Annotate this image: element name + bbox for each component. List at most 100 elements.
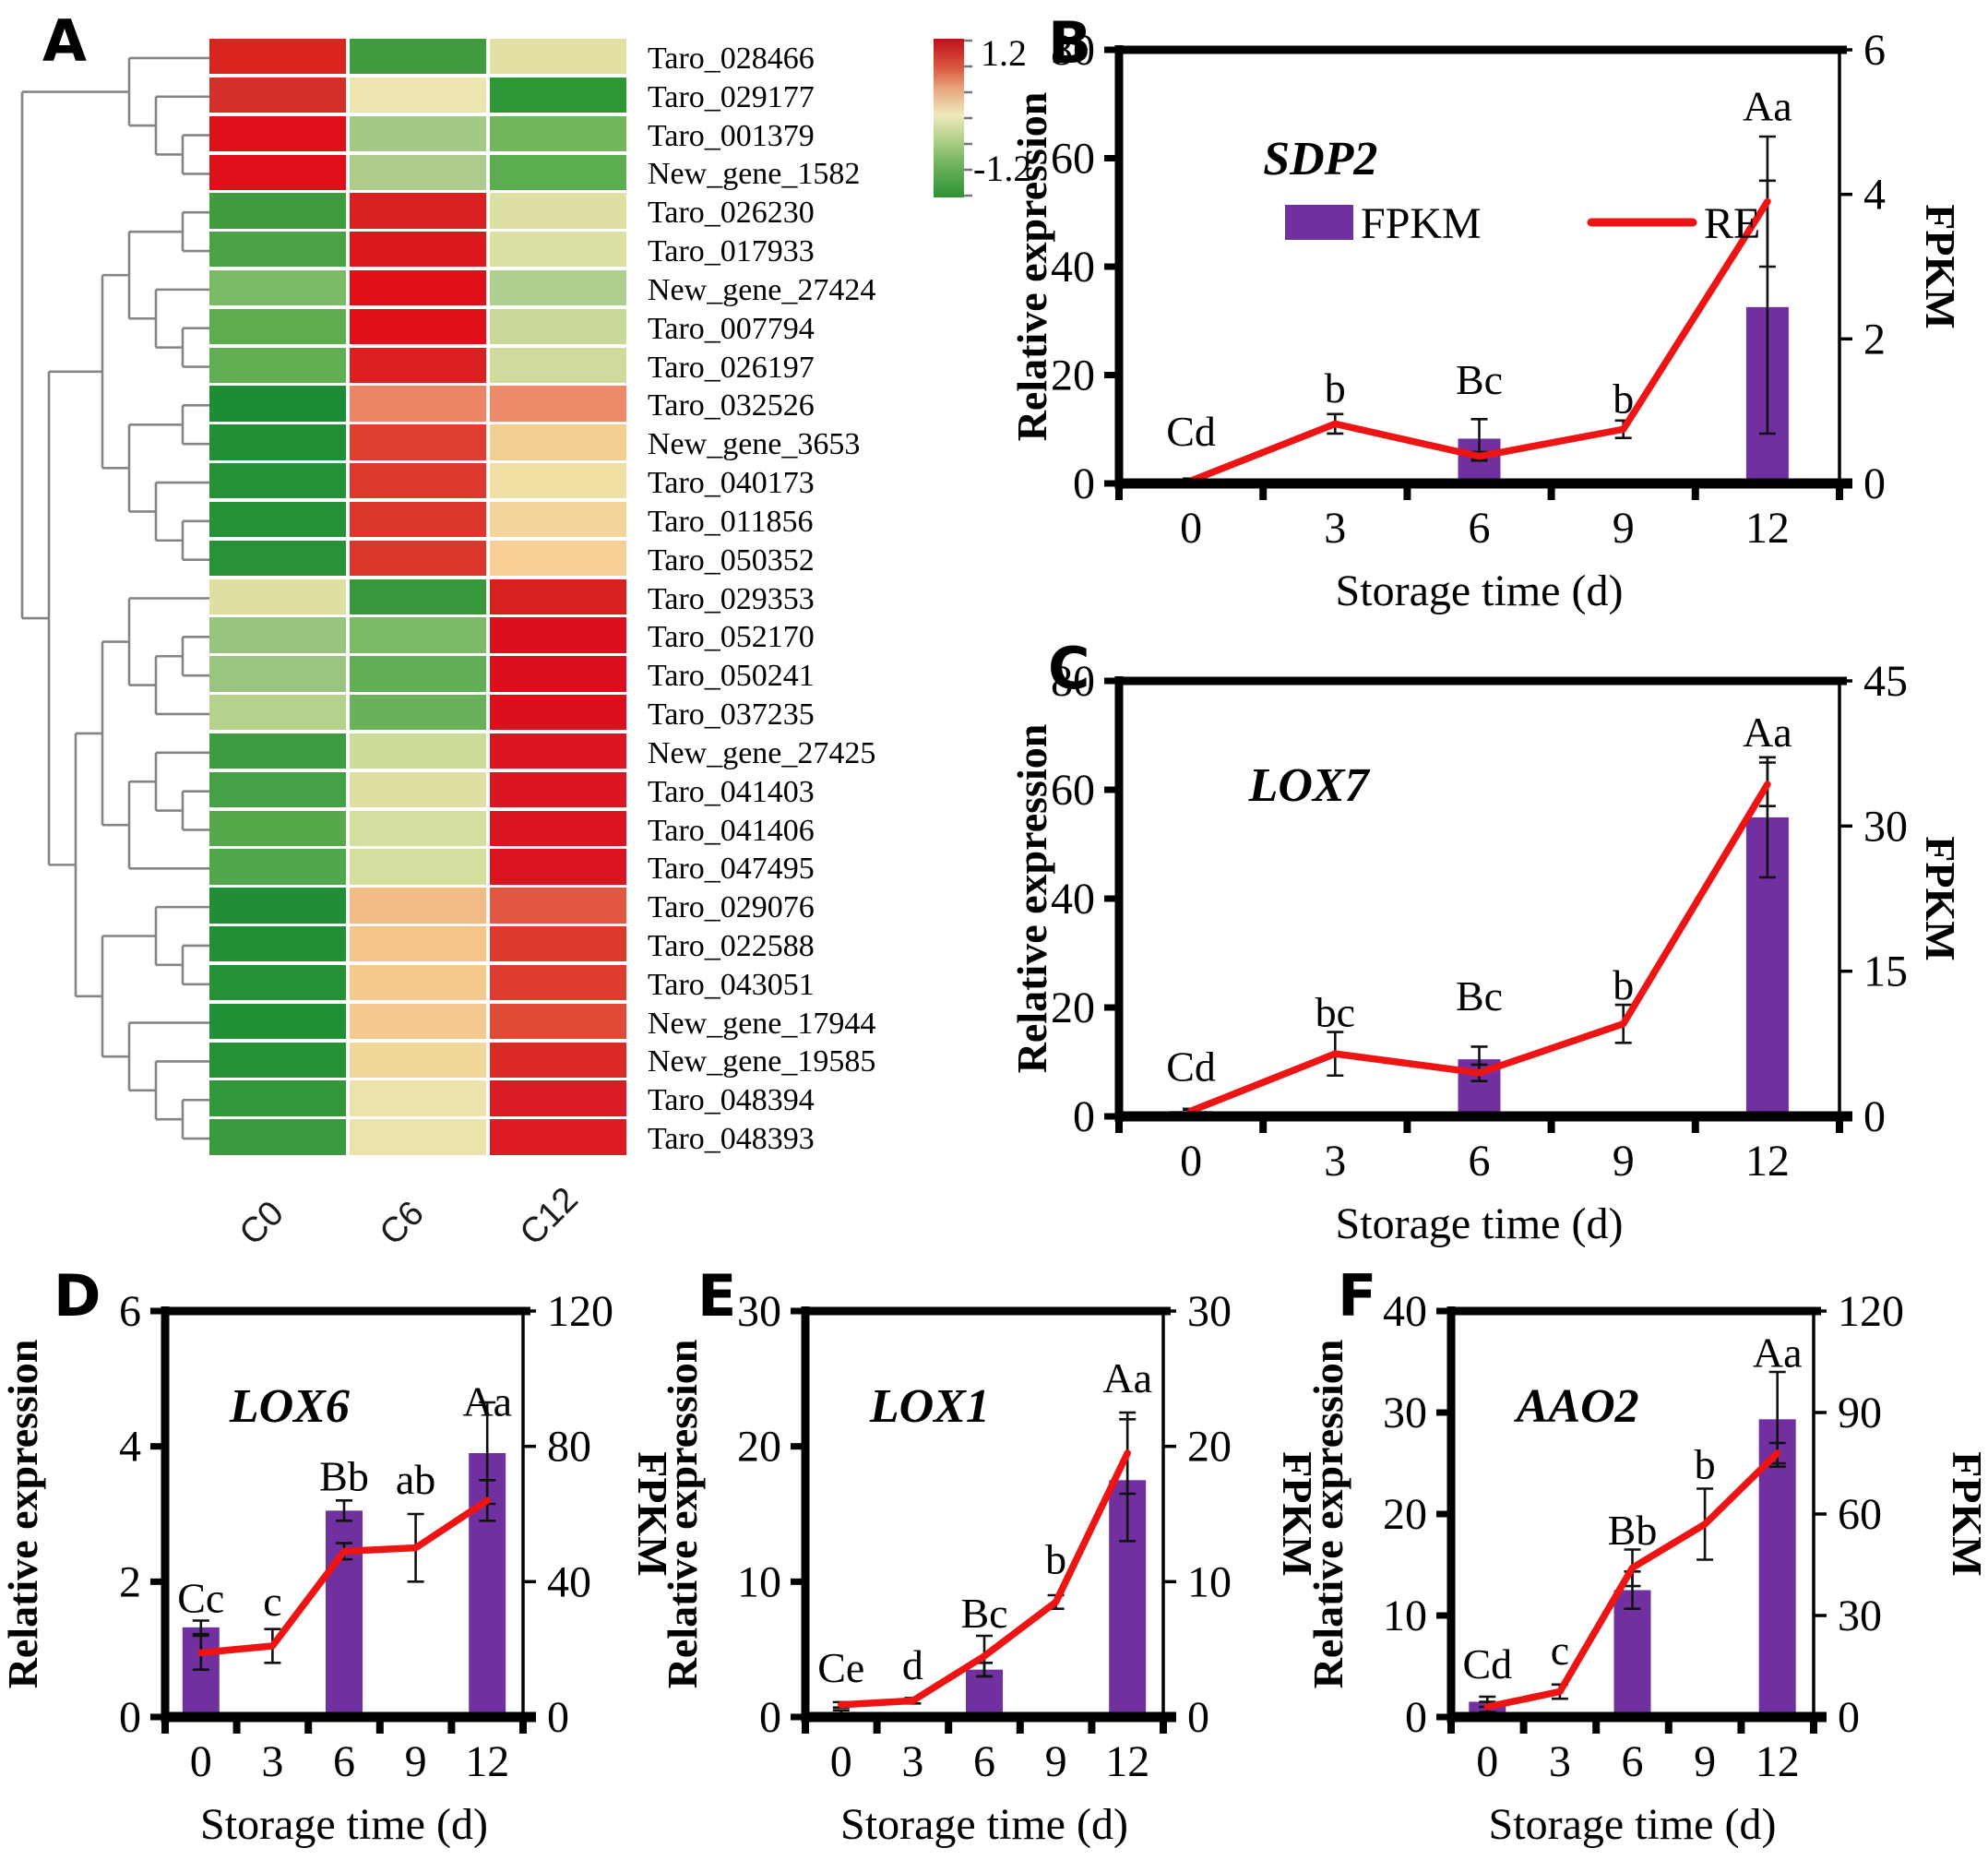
heatmap-cell-C0-Taro_050352 — [209, 540, 346, 577]
y-axis-title: Relative expression — [1304, 1340, 1351, 1689]
heatmap-cell-C0-Taro_050241 — [209, 656, 346, 692]
heatmap-cell-C6-Taro_052170 — [350, 617, 486, 653]
heatmap-column-label: C0 — [232, 1193, 292, 1253]
heatmap-cell-C6-Taro_037235 — [350, 695, 486, 731]
significance-letter: c — [263, 1578, 281, 1625]
heatmap-cell-C6-Taro_026230 — [350, 193, 486, 229]
re-line — [838, 1449, 1131, 1709]
right-tick-label: 0 — [1838, 1693, 1860, 1742]
gene-label: New_gene_27424 — [648, 272, 876, 307]
heatmap-cell-C6-Taro_041403 — [350, 771, 486, 808]
heatmap-cell-C12-Taro_041403 — [490, 771, 626, 808]
right-tick-label: 30 — [1187, 1287, 1232, 1336]
heatmap-cell-C12-Taro_041406 — [490, 810, 626, 846]
left-tick-label: 20 — [1051, 352, 1095, 400]
heatmap-cell-C6-Taro_007794 — [350, 308, 486, 345]
heatmap-cell-C6-Taro_032526 — [350, 386, 486, 422]
right-tick-label: 10 — [1187, 1557, 1232, 1606]
heatmap-cell-C12-Taro_048393 — [490, 1119, 626, 1155]
colorbar-min-label: -1.2 — [973, 148, 1032, 189]
heatmap-cell-C12-Taro_001379 — [490, 115, 626, 152]
heatmap-cell-C0-Taro_037235 — [209, 695, 346, 731]
heatmap-cell-C12-New_gene_27424 — [490, 270, 626, 306]
heatmap-cell-C0-Taro_029076 — [209, 888, 346, 924]
gene-label: Taro_043051 — [648, 967, 815, 1002]
right-tick-label: 15 — [1863, 948, 1908, 996]
heatmap-column-label: C12 — [512, 1179, 586, 1253]
heatmap-cell-C12-Taro_026230 — [490, 193, 626, 229]
left-tick-label: 20 — [737, 1423, 781, 1472]
heatmap-cell-C6-Taro_043051 — [350, 964, 486, 1001]
gene-label: Taro_050241 — [648, 659, 815, 694]
x-axis-title: Storage time (d) — [840, 1800, 1128, 1849]
heatmap-cell-C0-Taro_052170 — [209, 617, 346, 653]
heatmap-cell-C12-Taro_026197 — [490, 347, 626, 383]
heatmap-cell-C12-New_gene_1582 — [490, 154, 626, 190]
x-axis-title: Storage time (d) — [1336, 1199, 1624, 1248]
heatmap-cell-C0-Taro_040173 — [209, 463, 346, 499]
heatmap-cell-C0-Taro_041403 — [209, 771, 346, 808]
right-tick-label: 80 — [547, 1423, 591, 1472]
x-tick-label: 3 — [1324, 1137, 1346, 1186]
legend-fpkm-label: FPKM — [1361, 199, 1482, 248]
heatmap-cell-C0-Taro_048394 — [209, 1080, 346, 1116]
gene-label: Taro_029177 — [648, 79, 815, 114]
significance-letter: Aa — [1753, 1329, 1803, 1377]
right-tick-label: 30 — [1863, 802, 1908, 851]
heatmap-cell-C0-Taro_043051 — [209, 964, 346, 1001]
significance-letter: b — [1613, 961, 1634, 1008]
heatmap-grid — [209, 39, 630, 1158]
heatmap-cell-C12-Taro_011856 — [490, 501, 626, 538]
gene-label: Taro_050352 — [648, 542, 815, 578]
heatmap-cell-C6-Taro_028466 — [350, 39, 486, 75]
heatmap-cell-C12-Taro_050352 — [490, 540, 626, 577]
left-tick-label: 10 — [737, 1557, 781, 1606]
heatmap-cell-C12-New_gene_19585 — [490, 1042, 626, 1078]
significance-letter: Bc — [1456, 972, 1503, 1019]
right-axis-title: FPKM — [1944, 1451, 1988, 1576]
gene-label: Taro_001379 — [648, 118, 815, 153]
gene-label: Taro_026197 — [648, 350, 815, 385]
heatmap-cell-C0-New_gene_3653 — [209, 424, 346, 460]
heatmap-cell-C0-Taro_026230 — [209, 193, 346, 229]
chart-title: LOX6 — [229, 1380, 350, 1433]
panel-d-chart-lox6: 0 2 4 6 0 40 80 120 0 3 6 9 12 Storage time (d) Relati… — [0, 1258, 676, 1860]
gene-label: New_gene_27425 — [648, 735, 876, 770]
heatmap-cell-C6-Taro_041406 — [350, 810, 486, 846]
significance-letter: Cd — [1462, 1640, 1512, 1687]
heatmap-cell-C12-Taro_048394 — [490, 1080, 626, 1116]
colorbar-ticks — [964, 39, 972, 197]
significance-letter: d — [902, 1641, 923, 1688]
panel-f-chart-aao2: 0 10 20 30 40 0 30 60 90 120 0 3 6 9 12 Storage time (d… — [1304, 1258, 1988, 1860]
gene-label: Taro_040173 — [648, 466, 815, 500]
right-axis-title: FPKM — [629, 1451, 676, 1576]
left-tick-label: 40 — [1051, 875, 1095, 924]
heatmap-cell-C6-Taro_048394 — [350, 1080, 486, 1116]
fpkm-bar — [326, 1510, 363, 1717]
panel-label-b: B — [1048, 9, 1092, 77]
significance-letter: b — [1045, 1536, 1066, 1583]
chart-F-svg: 0 10 20 30 40 0 30 60 90 120 0 3 6 9 12 Storage time (d… — [1304, 1287, 1988, 1849]
significance-letter: Aa — [462, 1378, 512, 1425]
panel-c-chart-lox7: 0 20 40 60 80 0 15 30 45 0 3 6 9 12 Storage time (d) Re… — [1008, 633, 1988, 1253]
significance-letter: Aa — [1743, 709, 1792, 756]
heatmap-cell-C6-New_gene_17944 — [350, 1003, 486, 1040]
x-tick-label: 9 — [405, 1737, 427, 1786]
heatmap-cell-C6-Taro_047495 — [350, 849, 486, 885]
x-axis-title: Storage time (d) — [1336, 566, 1624, 615]
significance-letter: ab — [396, 1456, 435, 1503]
heatmap-cell-C6-New_gene_3653 — [350, 424, 486, 460]
right-tick-label: 0 — [1863, 1092, 1886, 1141]
gene-label: Taro_041406 — [648, 813, 815, 848]
heatmap-cell-C12-New_gene_17944 — [490, 1003, 626, 1040]
right-axis-title: FPKM — [1274, 1451, 1321, 1576]
left-tick-label: 0 — [1073, 459, 1095, 508]
significance-letter: Bb — [319, 1452, 369, 1499]
left-tick-label: 0 — [1405, 1693, 1427, 1742]
heatmap-cell-C0-New_gene_1582 — [209, 154, 346, 190]
significance-letter: bc — [1315, 989, 1355, 1036]
chart-title: LOX7 — [1248, 759, 1371, 812]
heatmap-cell-C6-Taro_050352 — [350, 540, 486, 577]
